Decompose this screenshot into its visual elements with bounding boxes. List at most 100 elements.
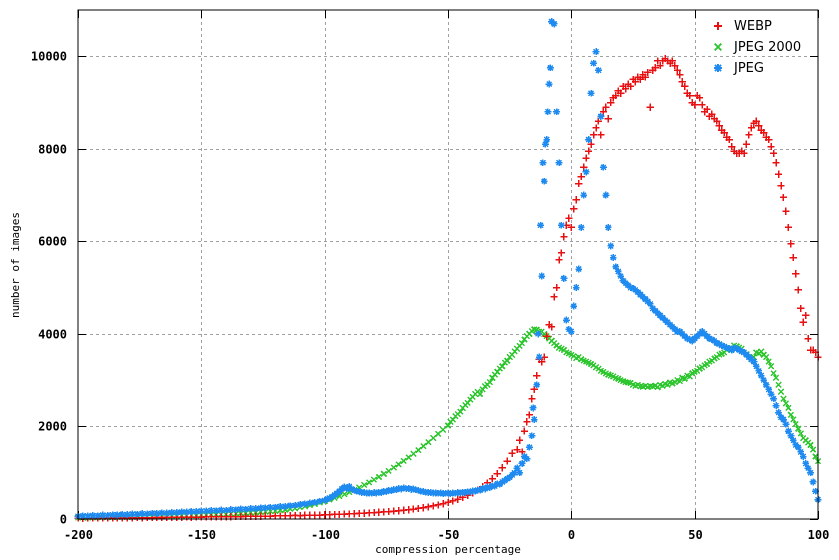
marker-plus — [572, 196, 580, 204]
marker-cross — [765, 358, 772, 365]
marker-star — [580, 191, 588, 199]
marker-plus — [424, 503, 432, 511]
marker-cross — [434, 430, 442, 438]
marker-star — [563, 316, 570, 324]
marker-star — [301, 500, 309, 508]
marker-star — [291, 501, 299, 509]
marker-cross — [777, 388, 785, 395]
marker-star — [799, 453, 807, 460]
marker-cross — [795, 425, 802, 432]
marker-plus — [520, 427, 529, 435]
marker-star — [582, 168, 590, 176]
marker-plus — [708, 110, 716, 118]
marker-plus — [631, 78, 640, 86]
marker-cross — [504, 357, 511, 364]
marker-star — [587, 89, 595, 97]
marker-star — [757, 372, 765, 379]
marker-plus — [752, 117, 760, 125]
marker-cross — [365, 479, 373, 486]
marker-star — [543, 136, 551, 143]
marker-plus — [439, 500, 447, 508]
marker-star — [600, 163, 607, 171]
marker-star — [227, 506, 235, 514]
marker-plus — [703, 105, 711, 114]
marker-star — [570, 302, 578, 310]
y-tick-label: 2000 — [38, 420, 67, 434]
marker-plus — [747, 124, 755, 132]
marker-star — [765, 386, 773, 393]
marker-plus — [676, 71, 684, 79]
marker-plus — [646, 103, 654, 111]
marker-plus — [592, 124, 600, 132]
marker-cross — [405, 454, 412, 461]
marker-star — [537, 221, 544, 229]
x-tick-label: -50 — [438, 528, 460, 542]
marker-plus — [555, 256, 563, 264]
y-tick-label: 6000 — [38, 235, 67, 249]
y-tick-label: 0 — [60, 513, 67, 527]
marker-star — [321, 496, 329, 504]
marker-star — [535, 353, 543, 361]
marker-plus — [515, 436, 524, 444]
y-axis-label: number of images — [9, 212, 22, 318]
marker-plus — [577, 172, 585, 181]
marker-cross — [782, 400, 790, 407]
marker-plus — [698, 101, 706, 109]
marker-plus — [523, 418, 531, 426]
marker-star — [79, 512, 87, 520]
marker-star — [138, 510, 146, 518]
marker-plus — [691, 101, 699, 109]
marker-star — [597, 113, 605, 120]
marker-plus — [557, 249, 566, 257]
marker-cross — [410, 450, 417, 457]
marker-plus — [528, 395, 536, 403]
marker-star — [770, 395, 777, 403]
marker-star — [585, 136, 592, 143]
marker-star — [526, 443, 533, 451]
marker-plus — [636, 75, 644, 84]
marker-star — [518, 460, 526, 467]
marker-star — [750, 358, 758, 366]
marker-star — [84, 512, 92, 520]
marker-plus — [567, 223, 575, 232]
marker-cross — [380, 470, 388, 478]
marker-plus — [570, 205, 578, 213]
marker-plus — [802, 311, 810, 319]
marker-cross — [714, 43, 722, 51]
marker-star — [528, 432, 536, 440]
marker-cross — [518, 339, 526, 347]
x-axis-label: compression percentage — [375, 543, 521, 556]
marker-cross — [807, 441, 814, 449]
marker-star — [555, 159, 563, 167]
marker-star — [592, 48, 600, 56]
marker-plus — [784, 223, 792, 232]
marker-star — [752, 362, 760, 370]
marker-plus — [513, 445, 521, 454]
marker-star — [511, 469, 518, 477]
marker-star — [713, 63, 723, 73]
marker-cross — [775, 381, 782, 388]
marker-star — [271, 503, 279, 511]
data-points — [74, 18, 822, 522]
marker-plus — [622, 85, 630, 93]
marker-plus — [607, 98, 615, 107]
marker-star — [577, 224, 585, 231]
marker-cross — [400, 457, 407, 465]
marker-star — [529, 404, 537, 412]
marker-star — [523, 455, 531, 463]
marker-plus — [713, 117, 721, 125]
marker-star — [558, 221, 565, 229]
marker-cross — [792, 420, 799, 428]
marker-plus — [565, 214, 573, 222]
marker-star — [612, 263, 620, 271]
marker-cross — [439, 426, 447, 433]
marker-plus — [419, 504, 427, 512]
marker-star — [546, 64, 554, 72]
marker-plus — [429, 502, 437, 510]
marker-star — [590, 59, 597, 67]
marker-plus — [617, 89, 625, 97]
marker-star — [533, 381, 541, 389]
marker-plus — [787, 240, 795, 248]
x-tick-label: 100 — [808, 528, 830, 542]
y-tick-labels: 0 2000 4000 6000 8000 10000 — [31, 50, 67, 527]
